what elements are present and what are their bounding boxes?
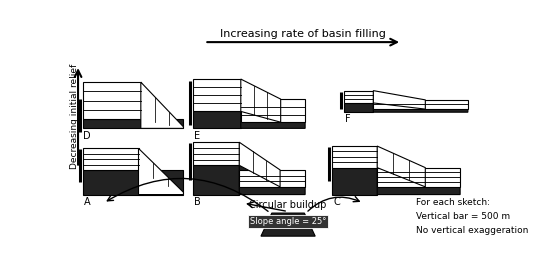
Text: D: D <box>84 131 91 141</box>
Bar <box>82 149 139 170</box>
Polygon shape <box>139 149 184 195</box>
Bar <box>239 170 305 187</box>
Bar <box>332 146 377 168</box>
Text: A: A <box>84 197 90 207</box>
Text: F: F <box>345 115 350 124</box>
Polygon shape <box>373 91 425 109</box>
Polygon shape <box>373 103 468 112</box>
Bar <box>192 165 239 195</box>
Bar <box>192 142 239 165</box>
Text: E: E <box>194 131 200 141</box>
Polygon shape <box>141 82 184 128</box>
Text: Increasing rate of basin filling: Increasing rate of basin filling <box>220 29 386 39</box>
Bar <box>344 103 373 112</box>
Bar <box>344 91 373 103</box>
Text: Slope angle = 25°: Slope angle = 25° <box>250 217 326 226</box>
Text: B: B <box>194 197 200 207</box>
Polygon shape <box>141 119 184 128</box>
Polygon shape <box>239 142 280 187</box>
Text: For each sketch:
Vertical bar = 500 m
No vertical exaggeration: For each sketch: Vertical bar = 500 m No… <box>416 198 529 235</box>
Bar <box>192 79 241 112</box>
Bar <box>241 99 305 122</box>
Bar <box>192 112 241 128</box>
Bar <box>82 170 184 195</box>
Text: Circular buildup: Circular buildup <box>249 200 327 210</box>
Polygon shape <box>241 79 280 122</box>
Polygon shape <box>377 168 460 195</box>
Polygon shape <box>241 112 305 128</box>
Bar <box>82 82 141 119</box>
Polygon shape <box>377 146 425 187</box>
Bar <box>373 100 468 109</box>
Text: Decreasing initial relief: Decreasing initial relief <box>70 63 79 169</box>
Bar <box>377 168 460 187</box>
Bar <box>82 119 184 128</box>
Text: C: C <box>333 197 340 207</box>
Polygon shape <box>261 213 315 236</box>
Polygon shape <box>239 165 305 195</box>
Bar <box>332 168 377 195</box>
